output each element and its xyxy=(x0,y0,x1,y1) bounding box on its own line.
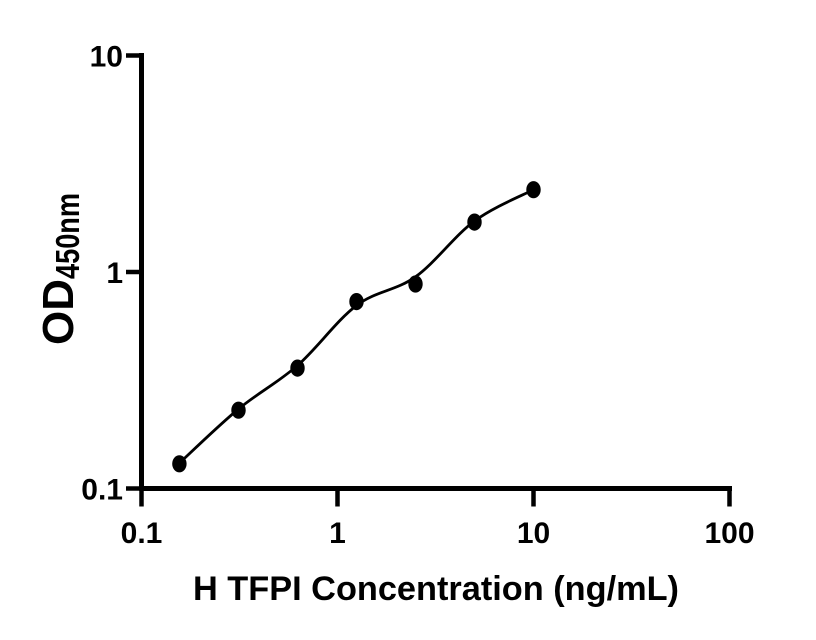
y-axis-title-subscript: 450nm xyxy=(49,193,86,279)
data-point-3 xyxy=(290,359,305,377)
y-axis-title-main: OD xyxy=(34,279,83,345)
x-ticks xyxy=(139,488,732,507)
x-tick-label-1: 1 xyxy=(329,517,346,550)
data-point-5 xyxy=(408,275,423,293)
x-tick-label-10: 10 xyxy=(517,517,550,550)
series-layer xyxy=(172,181,541,473)
data-point-4 xyxy=(349,293,364,311)
x-tick-label-0p1: 0.1 xyxy=(121,517,163,550)
y-tick-label-10: 10 xyxy=(90,41,123,74)
y-tick-label-1: 1 xyxy=(106,257,123,290)
data-point-6 xyxy=(467,213,482,231)
data-point-2 xyxy=(231,401,246,419)
y-tick-labels: 10 1 0.1 xyxy=(81,41,123,507)
y-ticks xyxy=(126,53,142,491)
data-point-1 xyxy=(172,455,187,473)
y-tick-label-0p1: 0.1 xyxy=(81,474,123,507)
x-axis-title: H TFPI Concentration (ng/mL) xyxy=(193,570,679,608)
y-axis-title: OD450nm xyxy=(34,193,86,345)
fit-curve-line xyxy=(178,188,535,465)
x-tick-label-100: 100 xyxy=(704,517,754,550)
x-tick-labels: 0.1 1 10 100 xyxy=(121,517,755,550)
data-point-7 xyxy=(526,181,541,199)
